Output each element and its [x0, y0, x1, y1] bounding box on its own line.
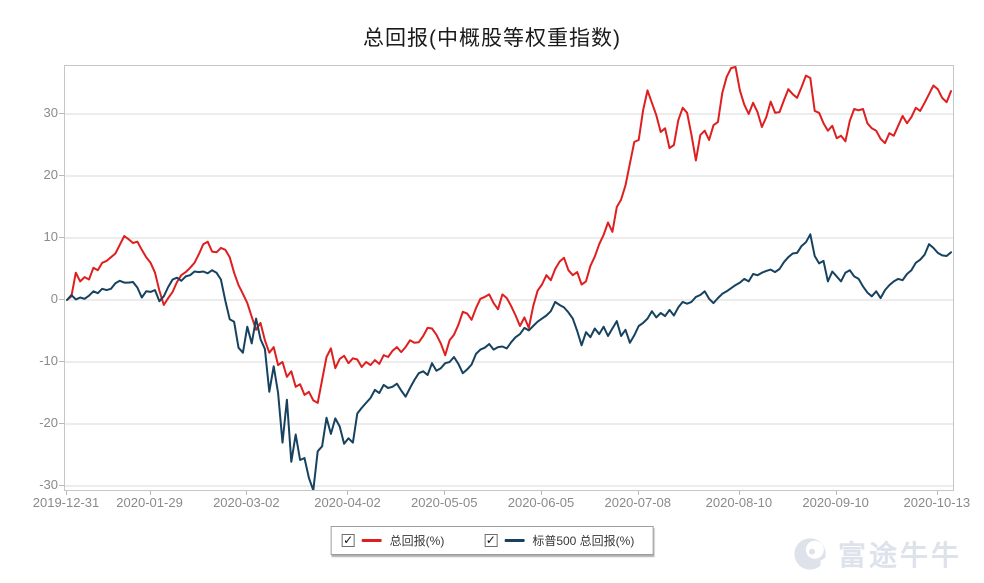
x-axis-tick-label: 2020-05-05 — [410, 495, 478, 510]
x-axis-tick-label: 2020-01-29 — [116, 495, 183, 510]
series1-label: 总回报(%) — [389, 534, 445, 548]
y-axis-tick-label: 0 — [50, 291, 58, 306]
series1-line-swatch — [361, 539, 382, 542]
x-axis-tick — [66, 491, 67, 495]
x-axis-tick — [738, 491, 740, 495]
x-axis-tick — [149, 491, 151, 495]
x-axis-tick-label: 2020-04-02 — [314, 495, 381, 510]
x-axis-tick — [637, 491, 639, 495]
series2-checkbox[interactable]: ✓ — [484, 533, 498, 547]
y-axis-tick-label: -20 — [39, 415, 58, 430]
futu-bull-logo-icon — [794, 538, 826, 570]
x-axis-tick-label: 2020-07-08 — [604, 495, 671, 510]
legend-item-series1[interactable]: ✓ 总回报(%) — [341, 532, 445, 549]
x-axis-tick — [347, 491, 349, 495]
y-axis-tick — [59, 485, 64, 486]
watermark-text: 富途牛牛 — [837, 540, 962, 571]
y-axis-tick — [59, 299, 64, 300]
series2-line-swatch — [504, 539, 525, 542]
plot-area — [64, 65, 954, 491]
y-axis-tick — [59, 361, 64, 362]
x-axis-tick-label: 2020-08-10 — [705, 495, 773, 510]
legend-box: ✓ 总回报(%) ✓ 标普500 总回报(%) — [330, 526, 654, 555]
y-axis-tick-label: 20 — [43, 167, 58, 182]
y-axis-tick — [59, 113, 64, 114]
x-axis-tick-label: 2020-09-10 — [802, 495, 869, 510]
x-axis-tick — [936, 491, 938, 495]
series-line-2 — [66, 233, 952, 490]
legend-item-series2[interactable]: ✓ 标普500 总回报(%) — [484, 532, 634, 549]
y-axis-tick-label: 10 — [43, 229, 58, 244]
x-axis-tick-label: 2020-03-02 — [213, 495, 280, 510]
x-axis-tick-label: 2020-10-13 — [903, 495, 971, 510]
x-axis-tick-label: 2020-06-05 — [507, 495, 575, 510]
watermark: 富途牛牛 — [792, 534, 962, 574]
y-axis-tick — [59, 237, 64, 238]
x-axis-tick — [540, 491, 542, 495]
x-axis-tick — [444, 491, 446, 495]
x-axis-tick — [246, 491, 248, 495]
chart-title: 总回报(中概股等权重指数) — [363, 27, 621, 50]
line-chart-canvas — [65, 66, 953, 490]
y-axis-tick-label: -10 — [39, 353, 58, 368]
x-axis-tick — [835, 491, 837, 495]
y-axis-tick-label: 30 — [43, 105, 58, 120]
y-axis-tick-label: -30 — [39, 477, 58, 492]
y-axis-tick — [59, 175, 64, 176]
series1-checkbox[interactable]: ✓ — [341, 533, 355, 547]
x-axis-tick-label: 2019-12-31 — [32, 495, 100, 510]
series2-label: 标普500 总回报(%) — [532, 534, 635, 548]
y-axis-tick — [59, 423, 64, 424]
series-line-1 — [66, 66, 952, 404]
